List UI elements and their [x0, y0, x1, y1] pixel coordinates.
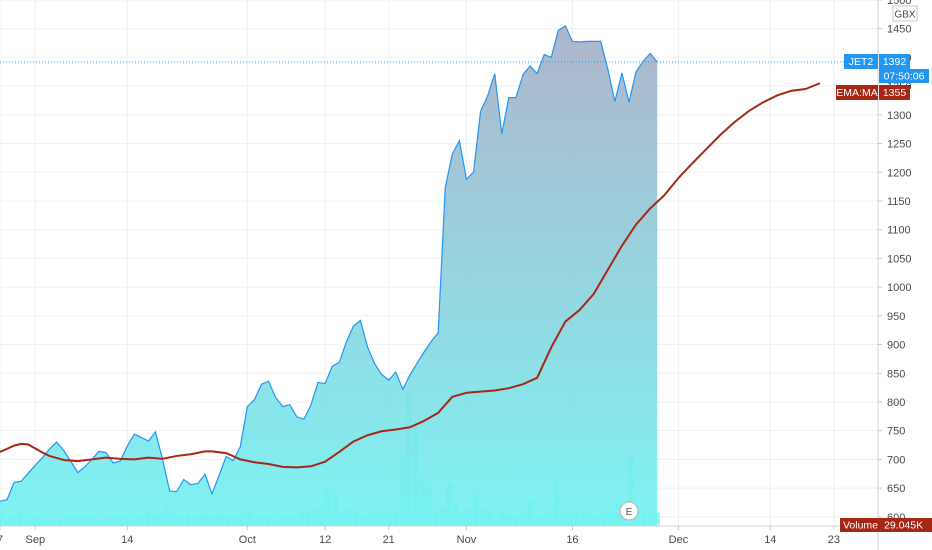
- last-price-tag-bg: [879, 54, 910, 69]
- price-axis-tick-label: 1200: [887, 167, 911, 179]
- time-axis-tick-label: Nov: [457, 534, 477, 546]
- price-axis-tick-label: 1150: [887, 196, 911, 208]
- time-axis-tick-label: 23: [828, 534, 840, 546]
- price-axis-tick-label: 850: [887, 368, 905, 380]
- series-lines: [0, 24, 821, 502]
- time-axis-tick-label: 14: [121, 534, 133, 546]
- series-line-ema: [0, 82, 821, 469]
- price-axis-tick-label: 1500: [887, 0, 911, 7]
- currency-tag-label: GBX: [894, 10, 915, 21]
- time-axis-tick-label: 12: [319, 534, 331, 546]
- price-axis-tick-label: 900: [887, 340, 905, 352]
- price-axis-tick-label: 750: [887, 426, 905, 438]
- price-axis-tick-label: 700: [887, 454, 905, 466]
- last-price-value: 1392: [883, 56, 907, 68]
- price-axis-tick-label: 1100: [887, 225, 911, 237]
- countdown-tag-bg: [879, 69, 929, 83]
- countdown-value: 07:50:06: [884, 71, 925, 83]
- earnings-marker[interactable]: E: [619, 501, 639, 521]
- price-axis-tick-label: 650: [887, 483, 905, 495]
- volume-tag-bg: [840, 518, 932, 532]
- price-axis-tick-label: 1000: [887, 282, 911, 294]
- series-name-tag: JET2: [849, 56, 874, 68]
- earnings-marker-label: E: [626, 507, 633, 518]
- series-name-tag-bg: [844, 54, 878, 69]
- volume-tag-value: 29.045K: [884, 520, 923, 532]
- ema-name-tag-bg: [836, 85, 878, 100]
- time-axis-tick-label: 21: [383, 534, 395, 546]
- time-axis-tick-label: Oct: [239, 534, 256, 546]
- price-area-fill: [0, 25, 658, 526]
- time-axis-tick-label: 16: [566, 534, 578, 546]
- ema-value-tag-bg: [879, 85, 910, 100]
- currency-tag[interactable]: GBX: [892, 5, 918, 22]
- price-axis-tick-label: 1050: [887, 253, 911, 265]
- price-area: [0, 25, 658, 526]
- volume-tag-label: Volume: [843, 520, 878, 532]
- price-axis-tick-label: 1450: [887, 24, 911, 36]
- time-axis-tick-label: Sep: [26, 534, 46, 546]
- price-axis-tick-label: 800: [887, 397, 905, 409]
- last-price-tag: JET2 1392 07:50:06: [844, 54, 929, 83]
- earnings-marker-circle[interactable]: [619, 501, 639, 521]
- price-axis-tick-label: 950: [887, 311, 905, 323]
- ema-value: 1355: [883, 87, 907, 99]
- ema-name-tag: EMA:MA: [836, 87, 877, 99]
- volume-tag: Volume 29.045K: [840, 518, 932, 532]
- time-axis-tick-label: Dec: [669, 534, 689, 546]
- time-axis-tick-label: 14: [764, 534, 776, 546]
- time-axis[interactable]: 7 Sep 14 Oct 12 21 Nov 16 Dec 14 23: [0, 526, 840, 546]
- price-axis-tick-label: 1300: [887, 110, 911, 122]
- time-axis-tick-label: 7: [0, 534, 3, 546]
- price-axis-tick-label: 1250: [887, 139, 911, 151]
- ema-tag: EMA:MA 1355: [836, 85, 910, 100]
